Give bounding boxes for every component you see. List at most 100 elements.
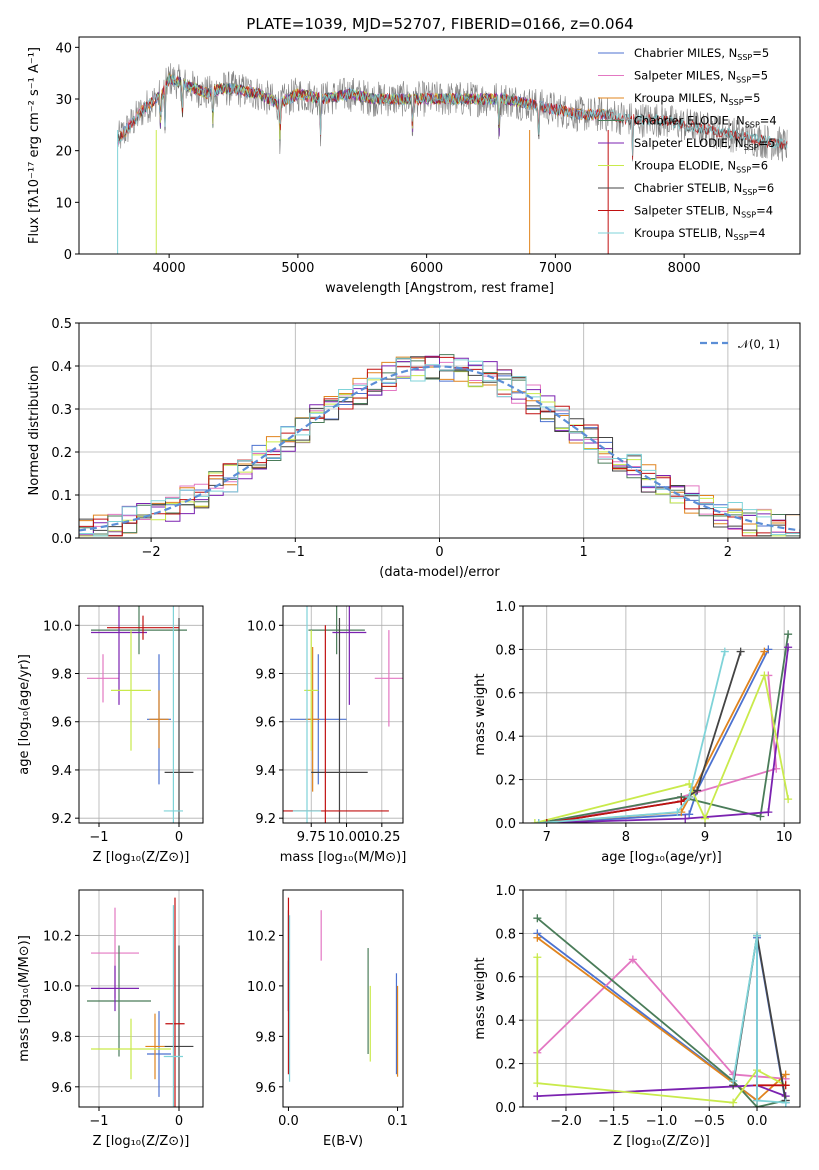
weight-point xyxy=(764,808,773,817)
weight-point xyxy=(760,671,769,680)
y-tick-label: 10 xyxy=(55,196,72,211)
y-tick-label: 1.0 xyxy=(495,884,516,899)
normal-curve xyxy=(79,365,800,532)
weight-point xyxy=(729,1076,738,1085)
plot-area-spectrum xyxy=(117,63,788,254)
y-tick-label: 9.4 xyxy=(255,764,276,779)
y-tick-label: 9.8 xyxy=(255,1030,276,1045)
weight-point xyxy=(781,1070,790,1079)
y-tick-label: 9.6 xyxy=(255,1081,276,1096)
weight-point xyxy=(681,814,690,823)
y-tick-label: 0.8 xyxy=(495,643,516,658)
x-tick-label: 2 xyxy=(724,545,732,560)
x-tick-label: 10 xyxy=(776,830,793,845)
y-tick-label: 9.6 xyxy=(255,716,276,731)
weight-point xyxy=(628,955,637,964)
weight-point xyxy=(736,647,745,656)
plot-area-age-vs-Z xyxy=(87,606,194,823)
y-tick-label: 10.2 xyxy=(247,929,276,944)
axes-frame xyxy=(78,889,204,1108)
x-axis-label: Z [log₁₀(Z/Z⊙)] xyxy=(613,1134,710,1149)
y-tick-label: 0.4 xyxy=(495,730,516,745)
weight-point xyxy=(701,814,710,823)
x-tick-label: 1 xyxy=(580,545,588,560)
weight-point xyxy=(720,647,729,656)
legend-entry: Chabrier STELIB, NSSP=6 xyxy=(634,181,774,197)
spectrum-model-line xyxy=(117,75,788,158)
x-tick-label: −1.5 xyxy=(598,1114,630,1129)
x-tick-label: 5000 xyxy=(281,261,314,276)
y-tick-label: 0.4 xyxy=(51,360,72,375)
weight-line xyxy=(536,958,786,1080)
x-axis-label: E(B-V) xyxy=(323,1134,363,1149)
weight-line xyxy=(538,647,790,823)
x-axis-label: age [log₁₀(age/yr)] xyxy=(601,850,722,865)
weight-point xyxy=(756,812,765,821)
x-tick-label: −2.0 xyxy=(550,1114,582,1129)
x-tick-label: −1 xyxy=(89,1114,108,1129)
y-tick-label: 0.6 xyxy=(495,971,516,986)
plot-area-weight-vs-age xyxy=(530,630,793,823)
x-tick-label: −1.0 xyxy=(646,1114,678,1129)
x-tick-label: −0.5 xyxy=(693,1114,725,1129)
x-tick-label: 7 xyxy=(543,830,551,845)
x-tick-label: −2 xyxy=(142,545,161,560)
chart-title: PLATE=1039, MJD=52707, FIBERID=0166, z=0… xyxy=(246,15,633,33)
y-tick-label: 10.0 xyxy=(43,619,72,634)
weight-point xyxy=(753,1096,762,1105)
x-tick-label: 0.0 xyxy=(747,1114,768,1129)
x-axis-label: (data-model)/error xyxy=(379,565,500,580)
weight-line xyxy=(546,651,742,823)
plot-area-mass-vs-Z xyxy=(87,897,194,1107)
plot-area-weight-vs-Z xyxy=(533,914,790,1107)
x-tick-label: 0 xyxy=(175,1114,183,1129)
legend-entry: Kroupa MILES, NSSP=5 xyxy=(634,91,760,107)
y-tick-label: 9.8 xyxy=(51,668,72,683)
histogram-line xyxy=(79,356,800,537)
y-tick-label: 0.0 xyxy=(495,1101,516,1116)
y-tick-label: 0.1 xyxy=(51,489,72,504)
weight-point xyxy=(729,1098,738,1107)
axes-frame xyxy=(78,36,801,255)
y-tick-label: 30 xyxy=(55,93,72,108)
y-tick-label: 9.2 xyxy=(255,812,276,827)
y-tick-label: 9.6 xyxy=(51,1081,72,1096)
y-tick-label: 1.0 xyxy=(495,600,516,615)
weight-line xyxy=(538,634,790,823)
y-axis-label: mass [log₁₀(M/M⊙)] xyxy=(17,935,32,1062)
y-tick-label: 0.0 xyxy=(51,532,72,547)
weight-line xyxy=(546,648,770,823)
weight-line xyxy=(538,651,766,823)
y-tick-label: 10.0 xyxy=(247,619,276,634)
y-tick-label: 0 xyxy=(64,248,72,263)
weight-line xyxy=(538,651,726,823)
y-axis-label: Normed distribution xyxy=(27,366,42,496)
weight-point xyxy=(685,792,694,801)
weight-point xyxy=(533,953,542,962)
x-tick-label: 9.75 xyxy=(297,830,326,845)
axes-frame xyxy=(282,605,404,824)
x-tick-label: 0 xyxy=(175,830,183,845)
weight-point xyxy=(685,810,694,819)
y-tick-label: 0.6 xyxy=(495,687,516,702)
y-tick-label: 10.2 xyxy=(43,929,72,944)
y-axis-label: Flux [fλ10⁻¹⁷ erg cm⁻² s⁻¹ A⁻¹] xyxy=(27,47,42,244)
legend-entry: Kroupa ELODIE, NSSP=6 xyxy=(634,159,768,175)
legend-entry: Kroupa STELIB, NSSP=4 xyxy=(634,226,765,242)
y-tick-label: 0.5 xyxy=(51,317,72,332)
x-tick-label: 9 xyxy=(701,830,709,845)
y-tick-label: 0.4 xyxy=(495,1014,516,1029)
y-tick-label: 9.2 xyxy=(51,812,72,827)
weight-point xyxy=(534,819,543,823)
axes-frame xyxy=(78,605,204,824)
weight-point xyxy=(533,914,542,923)
y-tick-label: 20 xyxy=(55,145,72,160)
weight-point xyxy=(784,630,793,639)
y-tick-label: 0.8 xyxy=(495,927,516,942)
x-tick-label: −1 xyxy=(89,830,108,845)
weight-point xyxy=(533,1079,542,1088)
y-tick-label: 9.4 xyxy=(51,764,72,779)
weight-point xyxy=(533,1092,542,1101)
y-tick-label: 0.0 xyxy=(495,817,516,832)
axes-frame xyxy=(522,605,801,824)
